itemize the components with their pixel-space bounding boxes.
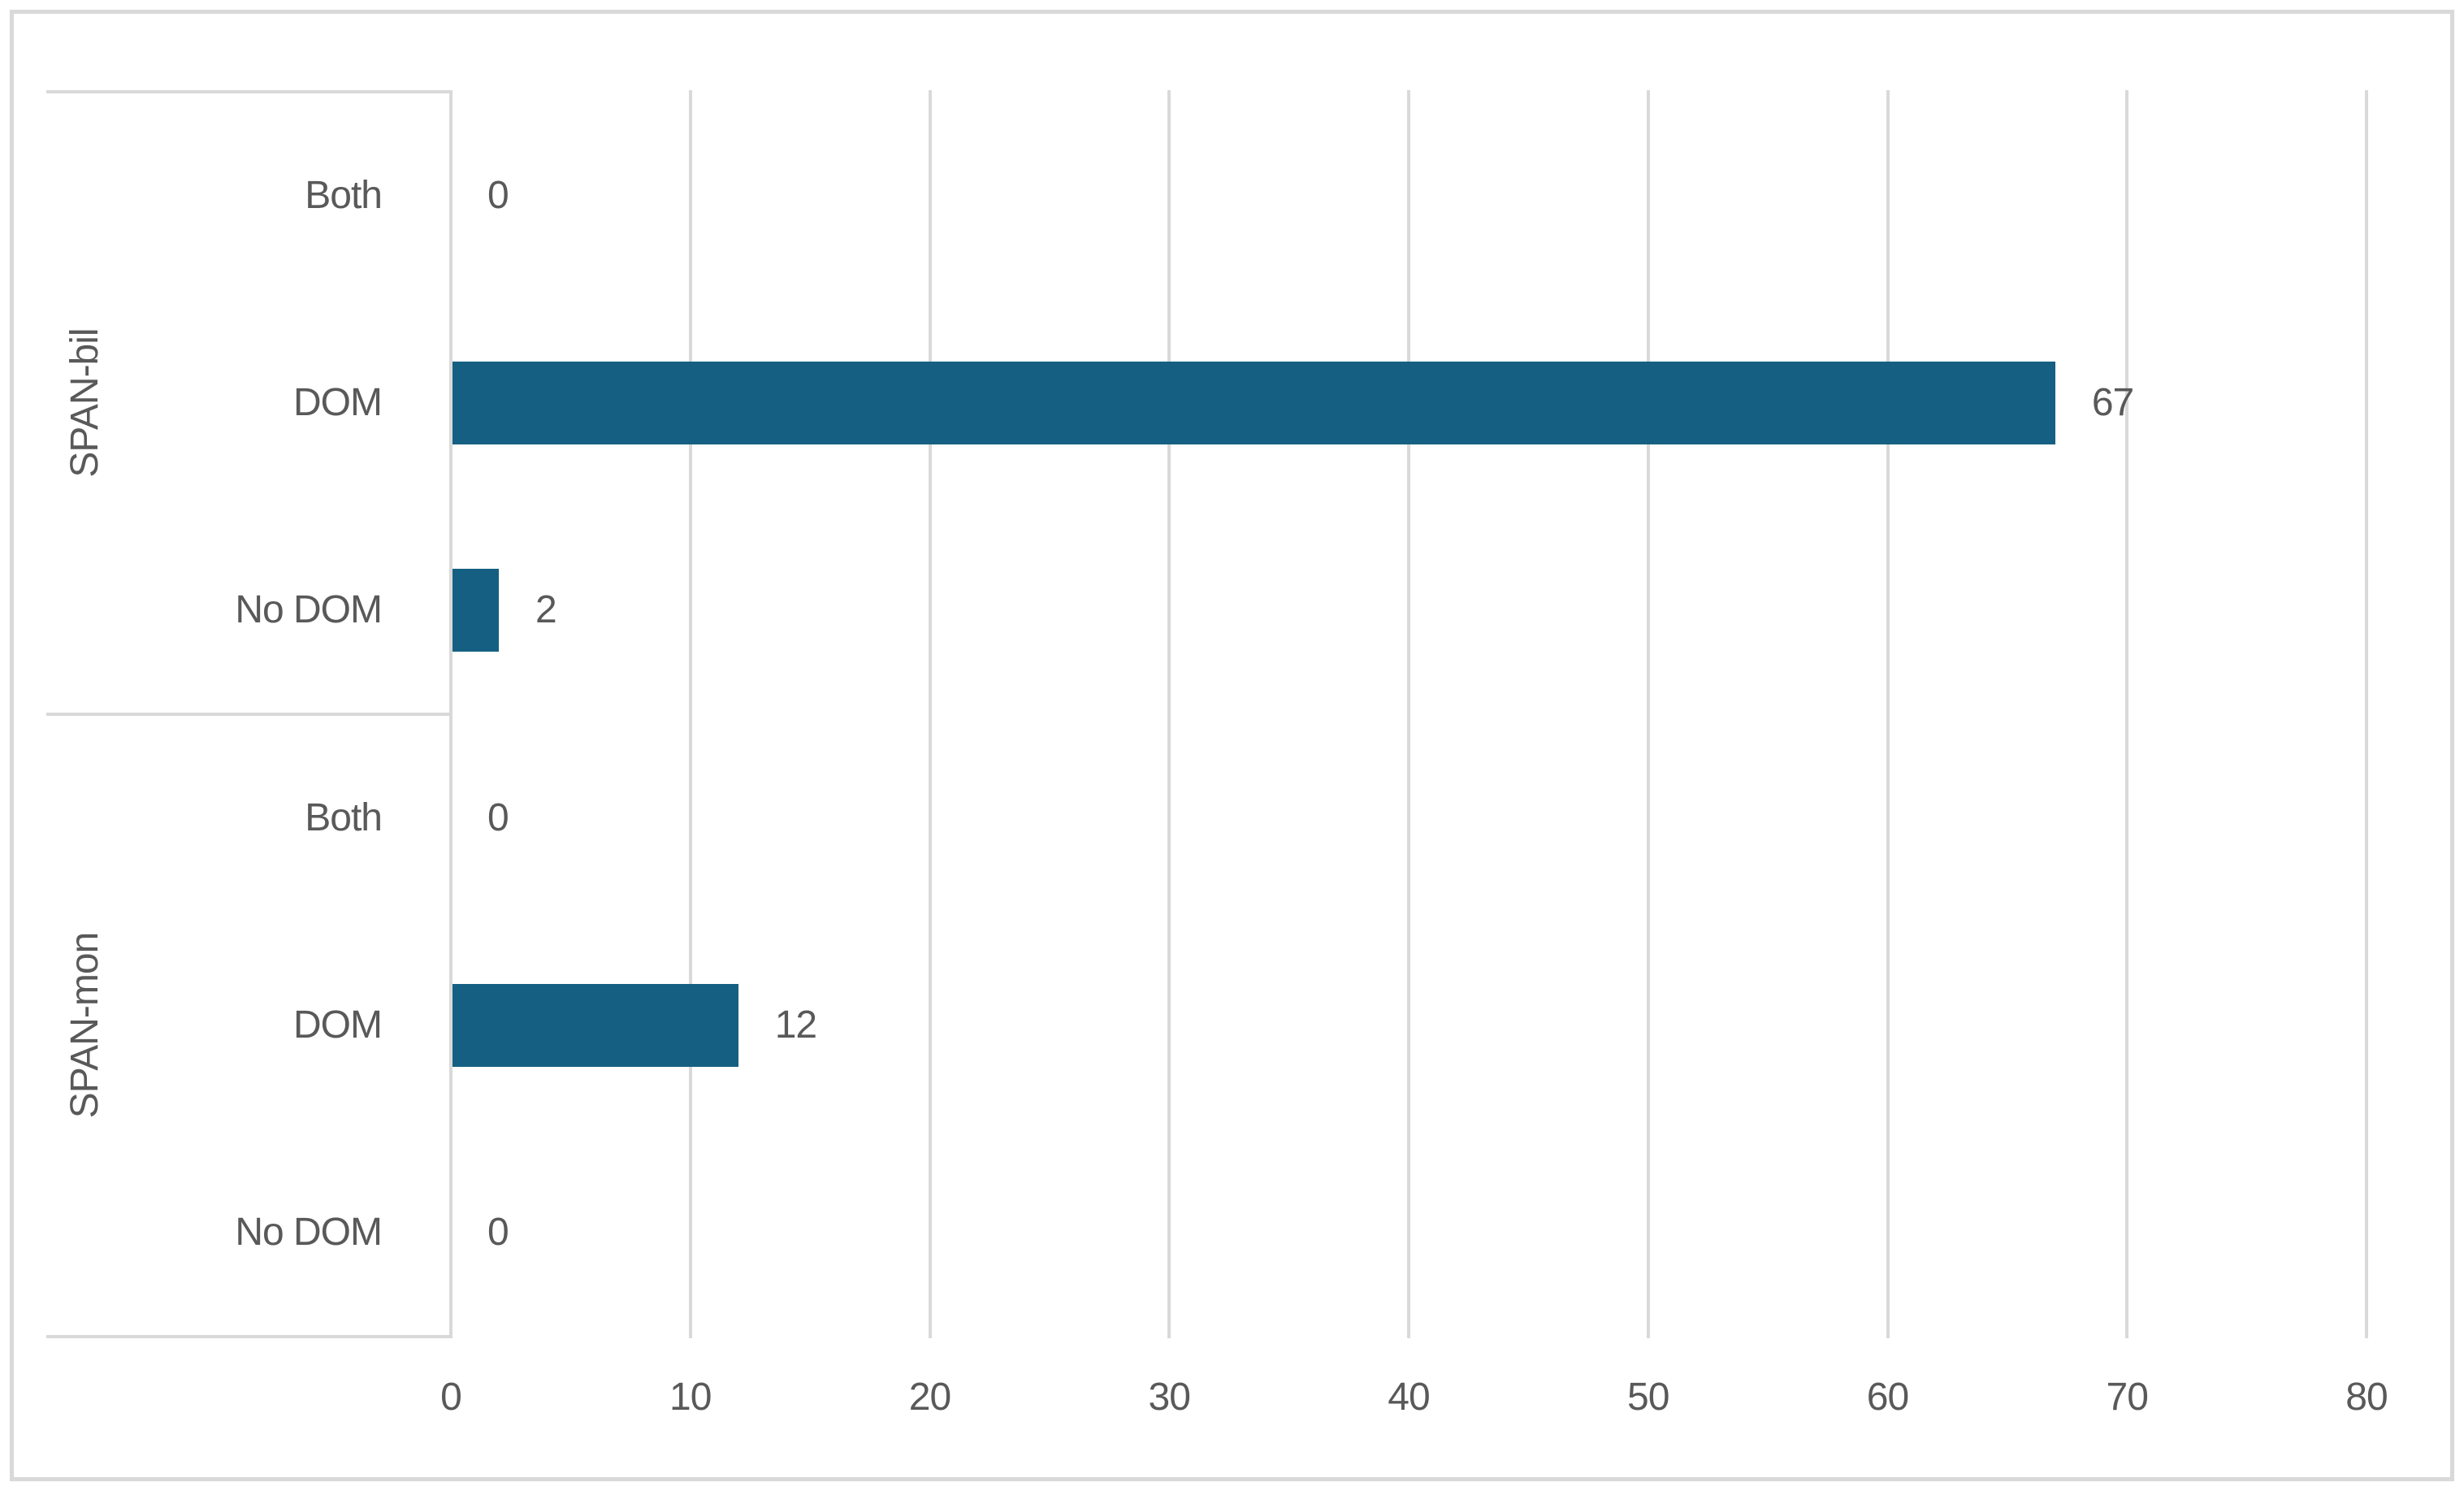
gridline — [2365, 90, 2368, 1338]
category-label-span-mon-no-dom: No DOM — [235, 1211, 383, 1255]
bar-span-bil-dom — [453, 362, 2055, 444]
category-box-bottom-line — [46, 1335, 453, 1338]
data-label-span-mon-no-dom: 0 — [487, 1211, 509, 1255]
x-tick-label: 50 — [1627, 1376, 1669, 1419]
category-label-span-mon-both: Both — [305, 795, 383, 839]
x-tick-label: 70 — [2106, 1376, 2149, 1419]
gridline — [928, 90, 932, 1338]
x-tick-label: 60 — [1866, 1376, 1909, 1419]
category-label-span-bil-no-dom: No DOM — [235, 588, 383, 632]
category-label-span-mon-dom: DOM — [293, 1003, 383, 1047]
data-label-span-bil-dom: 67 — [2091, 381, 2134, 424]
gridline — [2125, 90, 2129, 1338]
x-tick-label: 20 — [908, 1376, 951, 1419]
chart-outer-border — [10, 10, 2454, 1481]
data-label-span-bil-no-dom: 2 — [535, 588, 557, 632]
category-box-top-line — [46, 90, 453, 93]
x-tick-label: 0 — [440, 1376, 462, 1419]
x-tick-label: 40 — [1388, 1376, 1430, 1419]
data-label-span-mon-dom: 12 — [774, 1003, 817, 1047]
x-tick-label: 80 — [2345, 1376, 2388, 1419]
category-label-span-bil-both: Both — [305, 173, 383, 217]
gridline — [1167, 90, 1171, 1338]
x-tick-label: 10 — [669, 1376, 712, 1419]
data-label-span-mon-both: 0 — [487, 795, 509, 839]
gridline — [688, 90, 692, 1338]
x-tick-label: 30 — [1148, 1376, 1191, 1419]
gridline — [1886, 90, 1890, 1338]
gridline — [1646, 90, 1650, 1338]
data-label-span-bil-both: 0 — [487, 173, 509, 217]
bar-span-mon-dom — [453, 984, 738, 1067]
group-divider-line — [46, 713, 453, 716]
gridline — [1407, 90, 1410, 1338]
bar-span-bil-no-dom — [453, 569, 499, 652]
category-label-span-bil-dom: DOM — [293, 381, 383, 424]
